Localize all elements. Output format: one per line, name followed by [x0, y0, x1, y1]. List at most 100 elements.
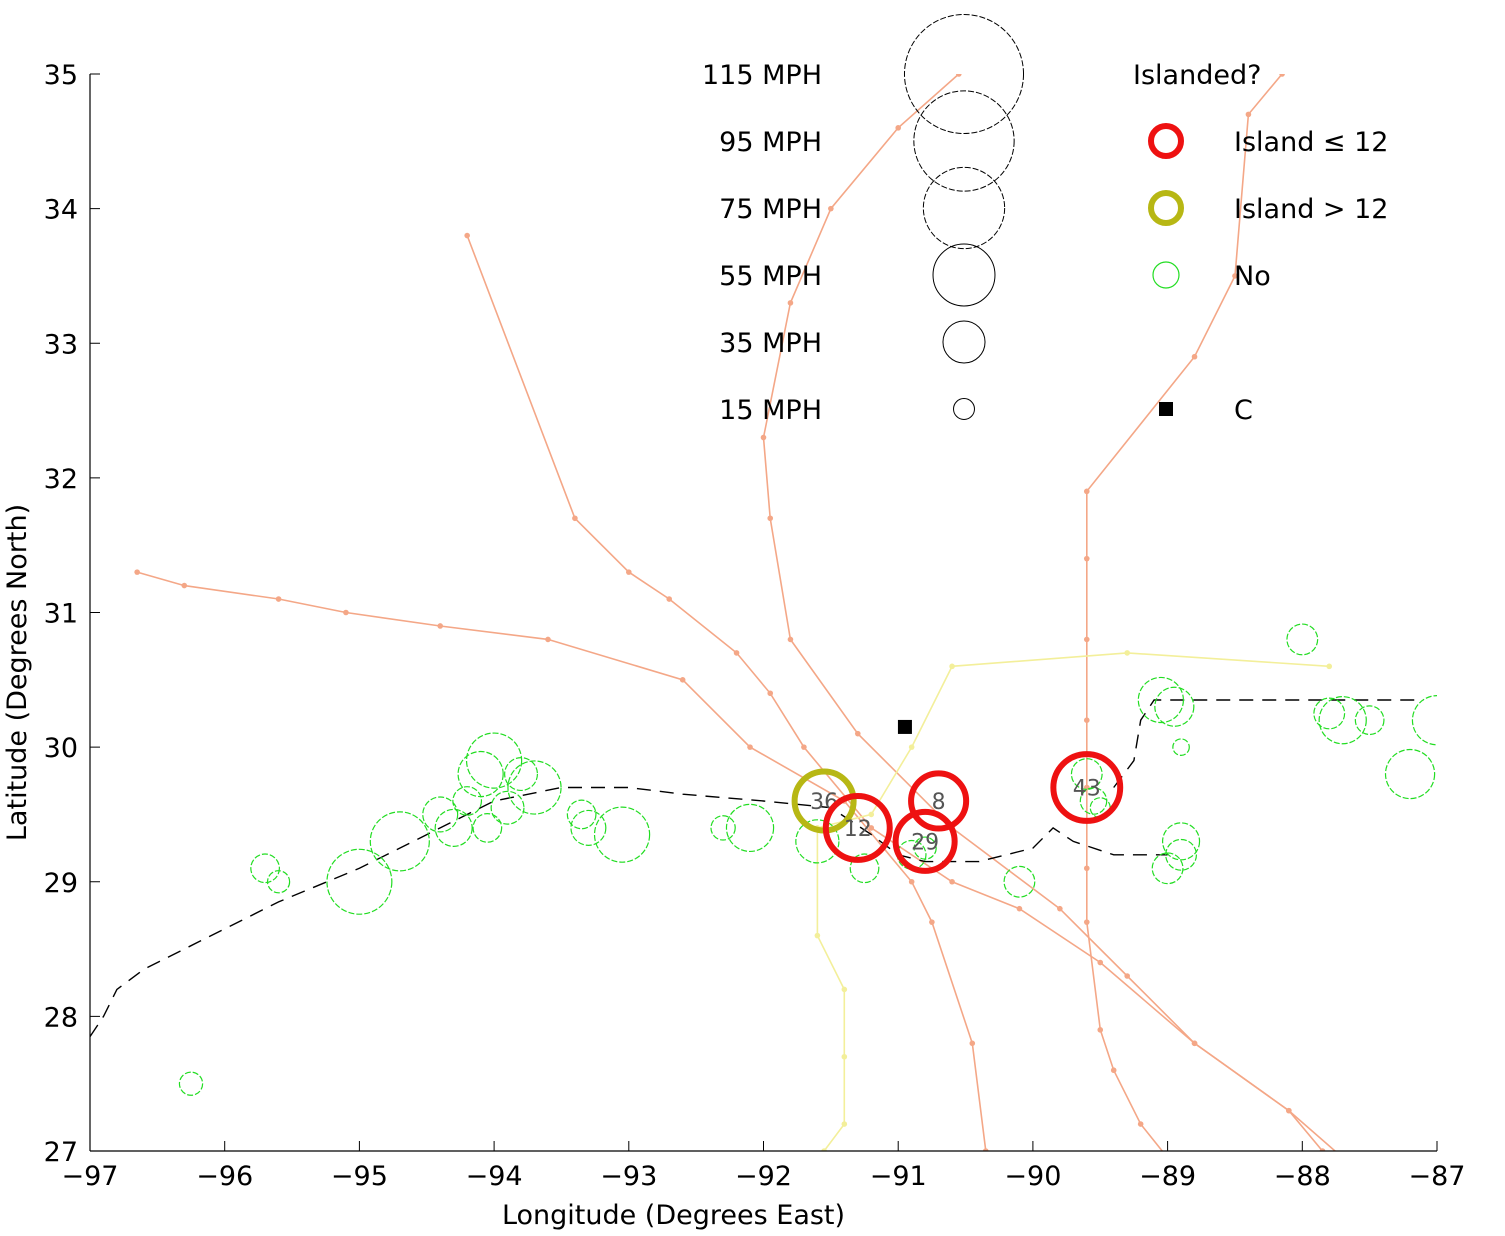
not-islanded-circle	[1151, 852, 1184, 885]
x-tick-label: −94	[466, 1161, 523, 1192]
not-islanded-circle	[795, 819, 840, 864]
track-point	[982, 1148, 989, 1151]
track-point	[572, 515, 578, 522]
island-le12-circle-label: 29	[911, 830, 939, 855]
y-tick-label: 29	[44, 868, 78, 899]
track-point	[275, 596, 282, 602]
not-islanded-circle	[566, 799, 597, 830]
track-point	[767, 515, 774, 522]
not-islanded-circle	[593, 806, 651, 863]
track-point	[1083, 488, 1090, 495]
track-point	[868, 811, 875, 818]
y-tick-label: 28	[44, 1002, 78, 1033]
track-point	[969, 1040, 976, 1047]
track-point	[821, 1148, 827, 1151]
not-islanded-circle	[472, 813, 503, 843]
size-legend-circle	[903, 13, 1025, 135]
not-islanded-circle	[1070, 758, 1103, 790]
island-le12-circle-label: 8	[932, 790, 946, 815]
track-point	[134, 569, 140, 575]
size-legend-circle	[913, 90, 1015, 192]
x-tick-label: −90	[1004, 1161, 1061, 1192]
track-point	[908, 744, 915, 750]
not-islanded-circles	[178, 623, 1437, 1096]
y-axis-label: Latitude (Degrees North)	[2, 504, 33, 841]
category-legend-marker	[1148, 123, 1184, 159]
category-legend-title: Islanded?	[1133, 60, 1261, 91]
not-islanded-circle	[1313, 697, 1346, 730]
track-point	[626, 569, 632, 575]
size-legend-circle	[942, 320, 986, 364]
not-islanded-circle	[913, 836, 937, 860]
not-islanded-circle	[725, 803, 775, 853]
y-tick-label: 30	[44, 733, 78, 764]
x-tick-label: −95	[331, 1161, 388, 1192]
y-tick-label: 27	[44, 1137, 78, 1168]
not-islanded-circle	[326, 848, 393, 915]
track-point	[666, 596, 673, 602]
storm-track-3	[762, 74, 1324, 1151]
track-point	[679, 677, 686, 683]
not-islanded-circle	[422, 796, 459, 833]
x-tick-label: −89	[1139, 1161, 1196, 1192]
x-tick-label: −88	[1274, 1161, 1331, 1192]
storm-track-4	[1086, 74, 1283, 1151]
not-islanded-circle	[250, 853, 280, 884]
track-point	[1279, 74, 1285, 77]
track-point	[181, 582, 188, 589]
category-legend-label: No	[1234, 261, 1271, 292]
track-point	[1326, 663, 1333, 670]
category-legend-label: Island ≤ 12	[1234, 127, 1388, 158]
track-point	[949, 663, 955, 670]
track-point	[1165, 1155, 1171, 1161]
island-le12-circle	[822, 792, 893, 863]
y-tick-label: 35	[44, 60, 78, 91]
track-point	[760, 434, 767, 441]
not-islanded-circle	[1286, 623, 1319, 656]
not-islanded-circle	[504, 757, 539, 792]
size-legend-label: 35 MPH	[719, 328, 822, 359]
y-tick-label: 34	[44, 195, 78, 226]
coastline	[90, 699, 1424, 1037]
track-point	[956, 74, 962, 77]
category-legend-marker	[1152, 261, 1180, 289]
track-point	[1191, 1040, 1198, 1047]
track-point	[1340, 1155, 1346, 1161]
y-tick-label: 31	[44, 599, 78, 630]
track-point	[854, 730, 861, 737]
not-islanded-circle	[710, 815, 736, 841]
storm-track-2	[466, 235, 1337, 1151]
track-point	[841, 1121, 848, 1127]
not-islanded-circle	[1154, 686, 1195, 727]
not-islanded-circle	[1003, 865, 1036, 898]
island-le12-circle	[908, 770, 970, 832]
c-markers	[897, 719, 912, 734]
not-islanded-circle	[1384, 748, 1436, 800]
island-le12-circle	[1050, 751, 1124, 824]
coast-line-1	[90, 786, 1168, 1037]
category-legend-marker	[1159, 402, 1173, 416]
not-islanded-circle	[434, 808, 473, 847]
not-islanded-circle	[457, 750, 504, 798]
track-point	[1245, 111, 1252, 118]
island-le12-circle-label: 12	[844, 817, 872, 842]
not-islanded-circle	[266, 870, 291, 894]
x-tick-label: −87	[1409, 1161, 1466, 1192]
track-point	[1083, 636, 1090, 643]
category-legend-label: Island > 12	[1234, 194, 1388, 225]
track-point	[343, 609, 349, 616]
coast-line-2	[1113, 699, 1424, 788]
track-point	[1232, 273, 1238, 279]
not-islanded-circle	[1137, 676, 1185, 724]
track-point	[841, 1053, 848, 1060]
not-islanded-circle	[1165, 838, 1198, 871]
track-point	[787, 300, 794, 306]
size-legend-label: 55 MPH	[719, 261, 822, 292]
legend: 115 MPH 95 MPH 75 MPH 55 MPH 35 MPH 15 MPH Isl…	[702, 13, 1388, 426]
track-point	[1137, 1121, 1144, 1127]
track-point	[908, 878, 915, 885]
track-point	[1124, 973, 1130, 979]
y-tick-label: 32	[44, 464, 78, 495]
